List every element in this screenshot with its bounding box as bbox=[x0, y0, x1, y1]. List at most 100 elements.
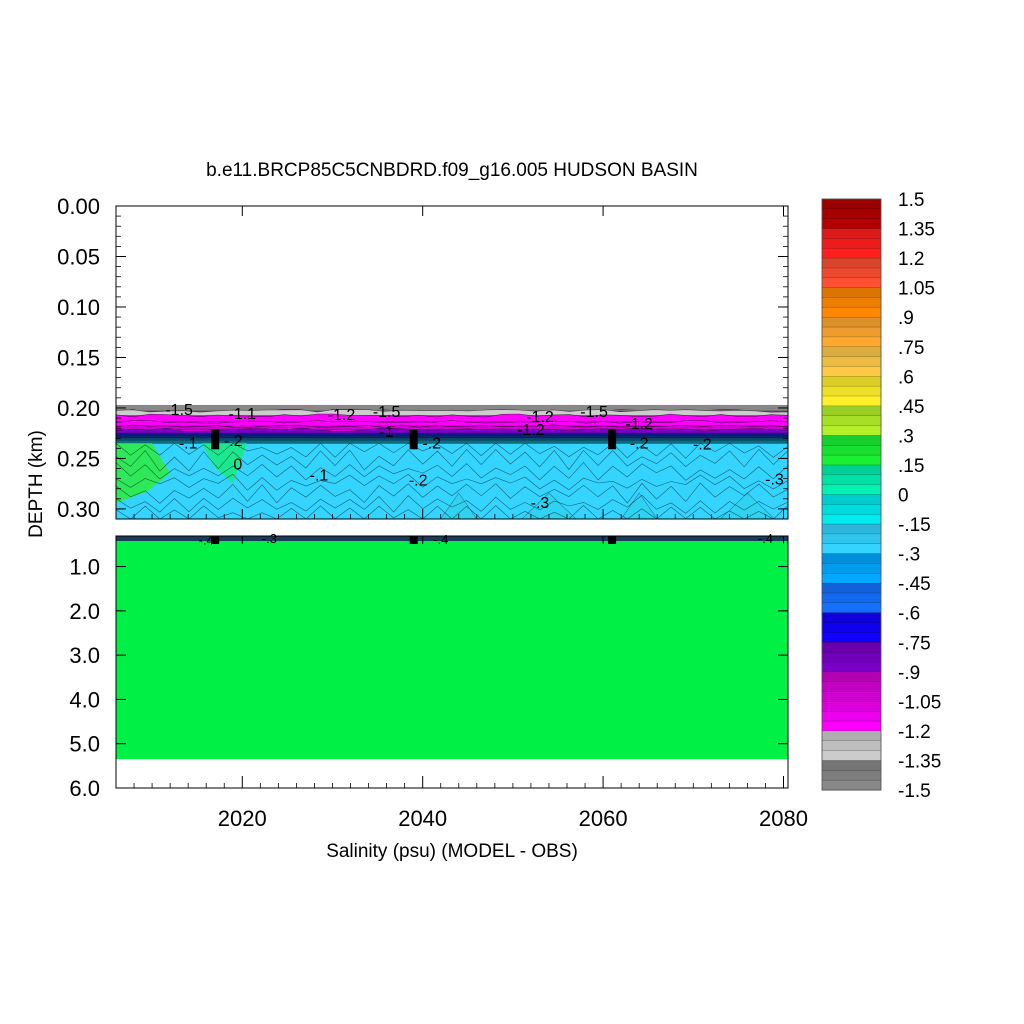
colorbar-label: -.15 bbox=[898, 515, 931, 536]
colorbar bbox=[821, 198, 882, 791]
colorbar-swatch bbox=[821, 543, 882, 555]
field-layer bbox=[116, 540, 788, 760]
lower-top-band bbox=[116, 536, 788, 541]
colorbar-label: -.45 bbox=[898, 574, 931, 595]
upper-x-ticks bbox=[241, 206, 784, 519]
colorbar-swatch bbox=[821, 553, 882, 565]
colorbar-swatch bbox=[821, 435, 882, 446]
colorbar-swatch bbox=[821, 366, 882, 377]
colorbar-label: -.3 bbox=[898, 545, 920, 566]
contour-cluster bbox=[211, 429, 220, 450]
contour-cluster bbox=[409, 429, 418, 450]
colorbar-swatch bbox=[821, 651, 882, 663]
colorbar-swatch bbox=[821, 238, 882, 249]
contour-label: -1.5 bbox=[373, 404, 401, 421]
x-tick-label: 2040 bbox=[398, 806, 447, 831]
halocline-band bbox=[116, 435, 788, 439]
halocline-band bbox=[116, 440, 788, 444]
contour-label: -1 bbox=[379, 424, 393, 441]
upper-y-ticks: 0.00 0.05 0.10 0.15 0.20 0.25 0.30 bbox=[57, 194, 788, 522]
colorbar-swatch bbox=[821, 385, 882, 397]
colorbar-swatch bbox=[821, 494, 882, 505]
colorbar-swatch bbox=[821, 582, 882, 594]
colorbar-swatch bbox=[821, 691, 882, 702]
colorbar-swatch bbox=[821, 277, 882, 289]
halocline-band bbox=[116, 433, 788, 437]
x-tick-labels: 2020 2040 2060 2080 bbox=[218, 806, 808, 831]
colorbar-swatch bbox=[821, 376, 882, 387]
subsurface-green bbox=[116, 443, 171, 504]
contour-label: -1.5 bbox=[580, 404, 608, 421]
surface-band bbox=[116, 427, 788, 434]
colorbar-label: 1.05 bbox=[898, 279, 935, 300]
surface-band bbox=[116, 419, 788, 427]
contour-label: -1.2 bbox=[328, 407, 356, 424]
colorbar-label: .75 bbox=[898, 338, 924, 359]
contour-label: 0 bbox=[233, 456, 242, 473]
colorbar-swatch bbox=[821, 356, 882, 368]
colorbar-swatch bbox=[821, 297, 882, 308]
surface-band bbox=[116, 413, 788, 423]
colorbar-swatch bbox=[821, 681, 882, 693]
colorbar-swatch bbox=[821, 701, 882, 712]
colorbar-swatch bbox=[821, 592, 882, 604]
y-tick-label: 6.0 bbox=[69, 776, 100, 801]
colorbar-swatch bbox=[821, 326, 882, 338]
colorbar-swatch bbox=[821, 730, 882, 742]
y-tick-label: 0.05 bbox=[57, 244, 100, 269]
lower-y-ticks: 1.0 2.0 3.0 4.0 5.0 6.0 bbox=[69, 555, 788, 801]
lower-x-ticks bbox=[133, 514, 784, 788]
contour-label: -.2 bbox=[630, 435, 649, 452]
subsurface-green bbox=[201, 443, 247, 484]
contour-label: -1.2 bbox=[517, 422, 545, 439]
contour-cluster bbox=[608, 429, 617, 450]
colorbar-label: -.9 bbox=[898, 663, 920, 684]
y-tick-label: 0.30 bbox=[57, 497, 100, 522]
colorbar-swatch bbox=[821, 395, 882, 407]
colorbar-swatch bbox=[821, 454, 882, 466]
y-tick-label: 2.0 bbox=[69, 599, 100, 624]
contour-line bbox=[116, 494, 788, 514]
colorbar-swatch bbox=[821, 523, 882, 535]
y-tick-label: 4.0 bbox=[69, 687, 100, 712]
subsurface-patch bbox=[620, 492, 658, 519]
colorbar-swatch bbox=[821, 336, 882, 348]
colorbar-label: -1.05 bbox=[898, 692, 941, 713]
upper-frame bbox=[115, 205, 789, 520]
y-tick-label: 0.20 bbox=[57, 396, 100, 421]
y-axis-label: DEPTH (km) bbox=[26, 430, 47, 538]
colorbar-swatch bbox=[821, 710, 882, 722]
contour-label: -.4 bbox=[433, 532, 448, 547]
y-tick-label: 0.15 bbox=[57, 345, 100, 370]
surface-edge bbox=[116, 404, 788, 409]
colorbar-frame bbox=[821, 198, 882, 791]
colorbar-swatch bbox=[821, 218, 882, 230]
y-tick-label: 1.0 bbox=[69, 555, 100, 580]
contour-label: -1.2 bbox=[625, 416, 653, 433]
colorbar-swatch bbox=[821, 287, 882, 299]
colorbar-swatch bbox=[821, 257, 882, 269]
colorbar-swatch bbox=[821, 445, 882, 456]
contour-line bbox=[116, 442, 788, 459]
x-tick-label: 2020 bbox=[218, 806, 267, 831]
x-tick-label: 2080 bbox=[759, 806, 808, 831]
contour-label: -.4 bbox=[758, 531, 773, 546]
contour-label: -.2 bbox=[409, 473, 428, 490]
contour-label: -.1 bbox=[179, 435, 198, 452]
colorbar-swatch bbox=[821, 533, 882, 545]
y-tick-label: 0.00 bbox=[57, 194, 100, 219]
upper-field bbox=[116, 404, 788, 519]
contour-label: -.3 bbox=[262, 531, 277, 546]
colorbar-swatch bbox=[821, 671, 882, 683]
surface-band bbox=[116, 409, 788, 416]
contour-label: -1.1 bbox=[228, 406, 256, 423]
contour-line bbox=[116, 462, 788, 481]
colorbar-label: .6 bbox=[898, 367, 914, 388]
colorbar-label: 1.2 bbox=[898, 249, 924, 270]
lower-panel: 1.0 2.0 3.0 4.0 5.0 6.0 -.4 -.3 -.4 -.4 bbox=[69, 514, 789, 801]
contour-line bbox=[116, 504, 788, 519]
colorbar-label: -1.35 bbox=[898, 751, 941, 772]
surface-band bbox=[116, 424, 788, 430]
upper-panel: 0.00 0.05 0.10 0.15 0.20 0.25 0.30 -1.5 -1.1 -1.… bbox=[57, 194, 789, 522]
